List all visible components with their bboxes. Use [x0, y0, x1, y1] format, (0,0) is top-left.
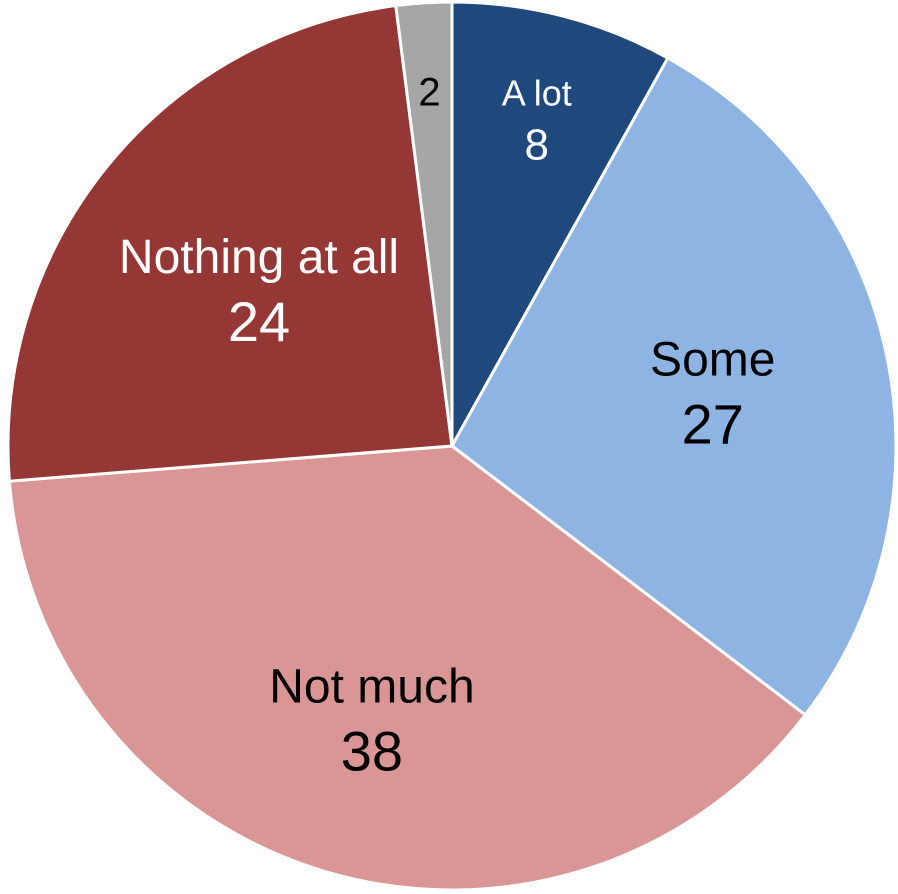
slice-value-label: 24 [228, 290, 290, 353]
slice-category-label: Nothing at all [119, 231, 399, 284]
slice-value-label: 2 [418, 71, 440, 115]
pie-slice-unlabeled-4 [394, 0, 454, 447]
slice-category-label: Not much [269, 661, 474, 714]
slice-value-label: 27 [682, 392, 744, 455]
slice-value-label: 38 [341, 720, 403, 783]
pie-slice-nothing-at-all [6, 3, 454, 483]
labels-layer: A lot 8 Some 27 Not much 38 Nothing at all 24 2 [119, 71, 776, 783]
slice-category-label: A lot [502, 72, 572, 113]
slice-category-label: Some [650, 333, 775, 386]
slices-layer [6, 0, 898, 892]
pie-slice-some [450, 55, 898, 717]
pie-slice-not-much [7, 444, 808, 892]
pie-slice-a-lot [450, 0, 670, 452]
slice-value-label: 8 [525, 120, 549, 169]
